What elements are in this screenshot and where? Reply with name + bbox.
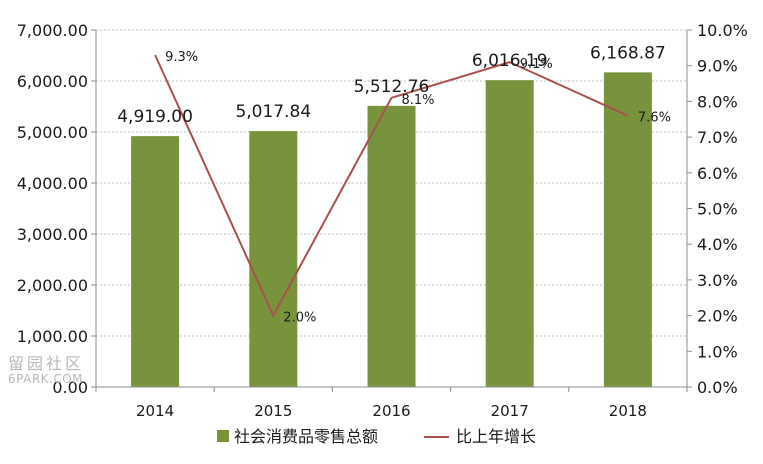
y-left-tick-label: 2,000.00 xyxy=(17,276,88,295)
line-data-label: 2.0% xyxy=(283,311,316,326)
y-left-tick-label: 5,000.00 xyxy=(17,123,88,142)
x-tick-label: 2014 xyxy=(136,402,174,420)
x-tick-label: 2017 xyxy=(491,402,529,420)
bar-2018 xyxy=(603,72,652,387)
y-right-tick-label: 9.0% xyxy=(697,57,738,76)
line-data-label: 8.1% xyxy=(402,93,435,108)
growth-line xyxy=(154,54,629,318)
bar-data-label: 6,168.87 xyxy=(590,43,666,63)
y-right-tick-label: 8.0% xyxy=(697,92,738,111)
y-right-tick-label: 3.0% xyxy=(697,271,738,290)
y-right-tick-label: 6.0% xyxy=(697,164,738,183)
x-tick-label: 2018 xyxy=(609,402,647,420)
bar-data-label: 5,017.84 xyxy=(235,102,311,122)
y-right-tick-label: 5.0% xyxy=(697,200,738,219)
y-right-tick-label: 2.0% xyxy=(697,307,738,326)
line-data-label: 7.6% xyxy=(638,111,671,126)
line-data-label: 9.3% xyxy=(165,50,198,65)
watermark: 留园社区 6PARK.COM xyxy=(8,354,85,386)
y-left-tick-label: 6,000.00 xyxy=(17,72,88,91)
y-right-tick-label: 0.0% xyxy=(697,378,738,397)
bar-2017 xyxy=(485,80,534,387)
bar-data-label: 4,919.00 xyxy=(117,107,193,127)
bar-data-label: 5,512.76 xyxy=(354,77,430,97)
line-data-label: 9.1% xyxy=(520,57,553,72)
y-left-tick-label: 1,000.00 xyxy=(17,327,88,346)
watermark-text-en: 6PARK.COM xyxy=(8,371,84,386)
y-right-tick-label: 10.0% xyxy=(697,21,748,40)
y-right-tick-label: 7.0% xyxy=(697,128,738,147)
y-left-tick-label: 4,000.00 xyxy=(17,174,88,193)
x-tick-label: 2015 xyxy=(254,402,292,420)
y-left-tick-label: 3,000.00 xyxy=(17,225,88,244)
y-right-tick-label: 1.0% xyxy=(697,342,738,361)
x-tick-label: 2016 xyxy=(372,402,410,420)
y-left-tick-label: 0.00 xyxy=(52,378,88,397)
y-right-tick-label: 4.0% xyxy=(697,235,738,254)
legend-bar-swatch xyxy=(217,430,229,442)
legend-bar-label: 社会消费品零售总额 xyxy=(234,427,378,446)
bar-2015 xyxy=(249,131,298,387)
y-left-tick-label: 7,000.00 xyxy=(17,21,88,40)
legend-line-label: 比上年增长 xyxy=(456,427,536,446)
bar-data-label: 6,016.19 xyxy=(472,51,548,71)
watermark-text-cn: 留园社区 xyxy=(8,354,85,373)
bar-2014 xyxy=(131,136,180,387)
bar-2016 xyxy=(367,105,416,387)
